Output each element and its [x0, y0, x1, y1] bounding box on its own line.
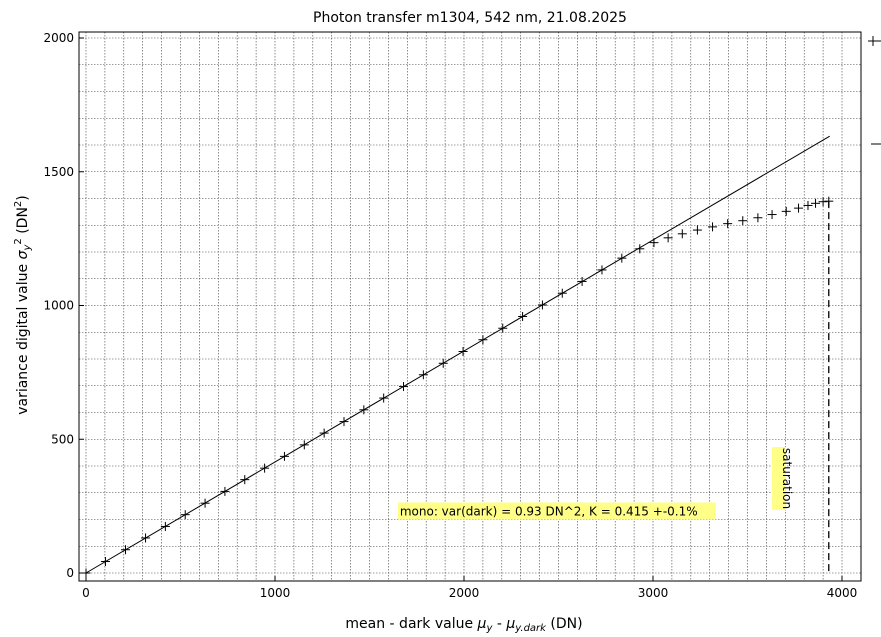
data-point — [818, 197, 828, 207]
y-axis-label: variance digital value σy2 (DN2) — [13, 195, 33, 415]
y-tick-label: 1500 — [43, 165, 74, 179]
data-point — [418, 370, 428, 380]
legend — [868, 36, 881, 145]
data-point — [220, 486, 230, 496]
saturation-label-background — [772, 447, 786, 510]
data-point — [379, 393, 389, 403]
x-label-prefix: mean - dark value — [345, 616, 477, 632]
data-point — [723, 219, 733, 229]
data-point — [767, 210, 777, 220]
x-label-mu-2: μ — [505, 616, 515, 632]
y-tick-label: 500 — [51, 432, 74, 446]
data-point — [279, 451, 289, 461]
y-label-suffix: (DN — [15, 207, 31, 238]
data-point — [794, 203, 804, 213]
data-point — [478, 335, 488, 345]
x-label-sub2: y.dark — [514, 623, 547, 634]
data-point — [597, 265, 607, 275]
chart-title: Photon transfer m1304, 542 nm, 21.08.202… — [313, 10, 627, 26]
data-point — [160, 521, 170, 531]
data-point — [635, 244, 645, 254]
data-point — [803, 200, 813, 210]
y-label-close: ) — [15, 195, 31, 200]
x-tick-label: 2000 — [449, 586, 480, 600]
x-tick-label: 3000 — [638, 586, 669, 600]
data-point — [200, 498, 210, 508]
y-label-sigma: σ — [15, 249, 31, 259]
data-point — [240, 475, 250, 485]
y-label-unit-sup: 2 — [13, 201, 24, 207]
data-point — [649, 238, 659, 248]
data-point — [738, 216, 748, 226]
saturation-marker: saturation — [772, 201, 830, 573]
plot-frame — [78, 31, 862, 582]
saturation-label: saturation — [780, 448, 794, 509]
y-label-sup: 2 — [13, 238, 24, 244]
data-point — [677, 229, 687, 239]
data-point — [260, 463, 270, 473]
data-point — [753, 213, 763, 223]
data-point — [100, 556, 110, 566]
data-point — [498, 323, 508, 333]
data-point — [438, 358, 448, 368]
x-label-suffix: (DN) — [546, 616, 583, 632]
x-label-mu: μ — [477, 616, 487, 632]
data-point — [692, 225, 702, 235]
fit-series — [85, 135, 830, 574]
data-point — [518, 311, 528, 321]
data-point — [708, 222, 718, 232]
data-point — [299, 440, 309, 450]
x-label-sub1: y — [485, 623, 493, 634]
annotation-background — [397, 502, 716, 520]
data-point — [359, 405, 369, 415]
y-tick-label: 0 — [66, 566, 74, 580]
data-point — [557, 288, 567, 298]
x-tick-label: 1000 — [260, 586, 291, 600]
data-points — [81, 196, 834, 578]
x-tick-label: 4000 — [827, 586, 858, 600]
fit-line — [85, 135, 830, 574]
data-point — [121, 545, 131, 555]
data-point — [537, 300, 547, 310]
y-tick-label: 2000 — [43, 31, 74, 45]
data-point — [81, 568, 91, 578]
data-point — [399, 382, 409, 392]
x-tick-label: 0 — [82, 586, 90, 600]
data-point — [663, 233, 673, 243]
y-label-prefix: variance digital value — [15, 259, 31, 414]
data-point — [180, 510, 190, 520]
data-point — [339, 417, 349, 427]
data-point — [811, 198, 821, 208]
annotation-text: mono: var(dark) = 0.93 DN^2, K = 0.415 +… — [400, 504, 698, 518]
axis-ticks: 0 1000 2000 3000 4000 0 500 1000 1500 2000 — [43, 31, 857, 600]
grid — [79, 32, 861, 581]
data-point — [617, 253, 627, 263]
y-tick-label: 1000 — [43, 299, 74, 313]
data-point — [458, 347, 468, 357]
data-point — [781, 206, 791, 216]
data-point — [141, 533, 151, 543]
data-point — [577, 276, 587, 286]
data-point — [319, 428, 329, 438]
y-label-sub: y — [22, 244, 33, 252]
x-axis-label: mean - dark value μy - μy.dark (DN) — [345, 616, 582, 634]
x-label-mid: - — [492, 616, 506, 632]
